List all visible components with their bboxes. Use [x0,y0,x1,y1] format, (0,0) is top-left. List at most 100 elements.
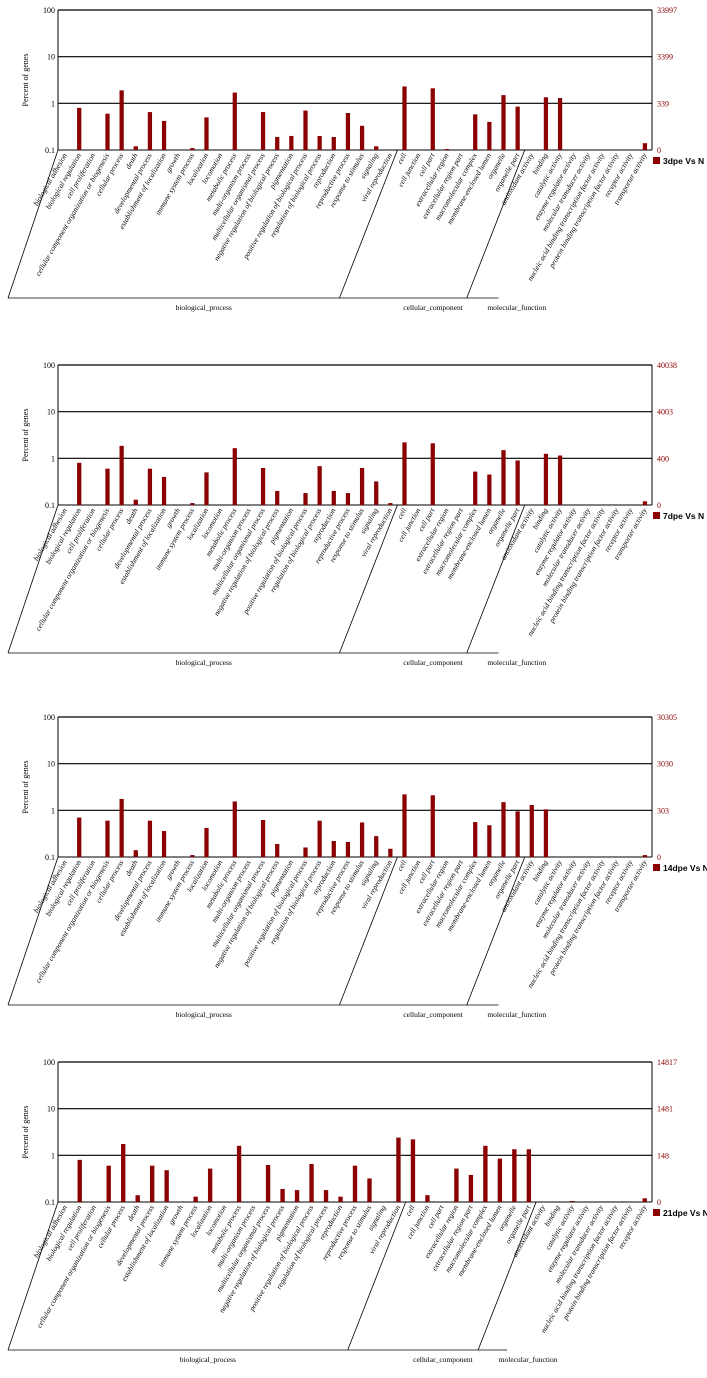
group-label: biological_process [176,303,232,312]
bar [359,125,365,150]
right-tick-label: 33997 [657,6,677,15]
bar [430,88,435,150]
left-tick-label: 0.1 [45,1198,55,1207]
bar [135,1195,140,1202]
bar [642,1198,647,1202]
group-label: molecular_function [499,1355,558,1364]
chart-svg-14dpe: Percent of genes 100 30305 10 3030 1 303 0.1 0 bi… [7,713,707,1019]
left-tick-label: 0.1 [45,501,55,510]
category-label: cell [395,152,408,166]
bar [396,1137,401,1202]
legend-swatch [653,157,660,164]
bar [557,98,563,150]
group-bracket [7,149,59,299]
group-label: biological_process [176,658,232,667]
bar [345,113,351,150]
bar [345,841,351,857]
bar [303,110,308,150]
left-tick-label: 100 [43,361,55,370]
bar [150,1165,155,1202]
bar [430,795,435,857]
right-tick-label: 4003 [657,408,673,417]
left-tick-label: 100 [43,6,55,15]
group-bracket [466,149,526,299]
group-label: molecular_function [487,1010,546,1019]
group-label: cellular_component [403,303,463,312]
bar [317,135,322,150]
left-tick-label: 0.1 [45,853,55,862]
legend-swatch [653,512,660,519]
bar [497,1158,503,1202]
bar [543,97,549,150]
category-label: cell [403,1204,416,1218]
bar [303,493,308,505]
group-label: cellular_component [403,658,463,667]
bar [106,1165,111,1202]
bar [331,841,336,857]
group-bracket [477,1201,537,1351]
bar [323,1190,329,1202]
y-axis-label: Percent of genes [21,1106,30,1159]
bar [275,843,280,857]
right-tick-label: 148 [657,1151,669,1160]
bar [161,120,167,150]
category-label: cell [395,859,408,873]
bar [280,1188,285,1202]
bar [289,135,294,150]
group-label: biological_process [176,1010,232,1019]
bar [473,114,478,150]
bar [204,117,209,150]
bar [359,468,365,505]
chart-svg-7dpe: Percent of genes 100 40038 10 4003 1 400 0.1 0 bi… [7,361,704,667]
bar [207,1168,213,1202]
bar [410,1139,416,1202]
left-tick-label: 1 [51,1151,55,1160]
bar [232,448,237,505]
left-tick-label: 10 [47,1105,55,1114]
bar [501,95,506,150]
bar [121,1143,126,1202]
group-label: molecular_function [487,658,546,667]
group-label: molecular_function [487,303,546,312]
bar [133,850,138,857]
bar [352,1165,358,1202]
bar [374,836,379,857]
bar [331,136,336,150]
chart-panel-7dpe: Percent of genes 100 40038 10 4003 1 400 0.1 0 bi… [0,355,707,675]
bar [487,121,492,150]
bar [303,847,308,857]
bar [147,468,153,505]
left-tick-label: 0.1 [45,146,55,155]
right-tick-label: 30305 [657,713,677,722]
bar [309,1164,314,1202]
bar [642,501,648,505]
bar [133,146,138,150]
y-axis-label: Percent of genes [21,409,30,462]
bar [260,820,266,857]
bar [345,493,351,505]
group-label: cellular_component [403,1010,463,1019]
group-bracket [7,1201,59,1351]
right-tick-label: 0 [657,501,661,510]
right-tick-label: 3399 [657,53,673,62]
bar [232,92,237,150]
bar [275,136,280,150]
right-tick-label: 303 [657,806,669,815]
legend-swatch [653,1209,660,1216]
right-tick-label: 0 [657,853,661,862]
legend-label: 3dpe Vs N [663,156,704,166]
bar [204,827,209,857]
bar [77,107,82,150]
group-bracket [339,504,398,654]
bar [444,149,450,150]
bar [483,1145,488,1202]
chart-svg-21dpe: Percent of genes 100 14817 10 1481 1 148 0.1 0 bi… [7,1058,707,1364]
legend-label: 21dpe Vs N [663,1208,707,1218]
bar [190,503,195,505]
right-tick-label: 0 [657,146,661,155]
bar [275,490,280,505]
right-tick-label: 339 [657,99,669,108]
bar [164,1170,169,1202]
y-axis-label: Percent of genes [21,54,30,107]
left-tick-label: 10 [47,53,55,62]
